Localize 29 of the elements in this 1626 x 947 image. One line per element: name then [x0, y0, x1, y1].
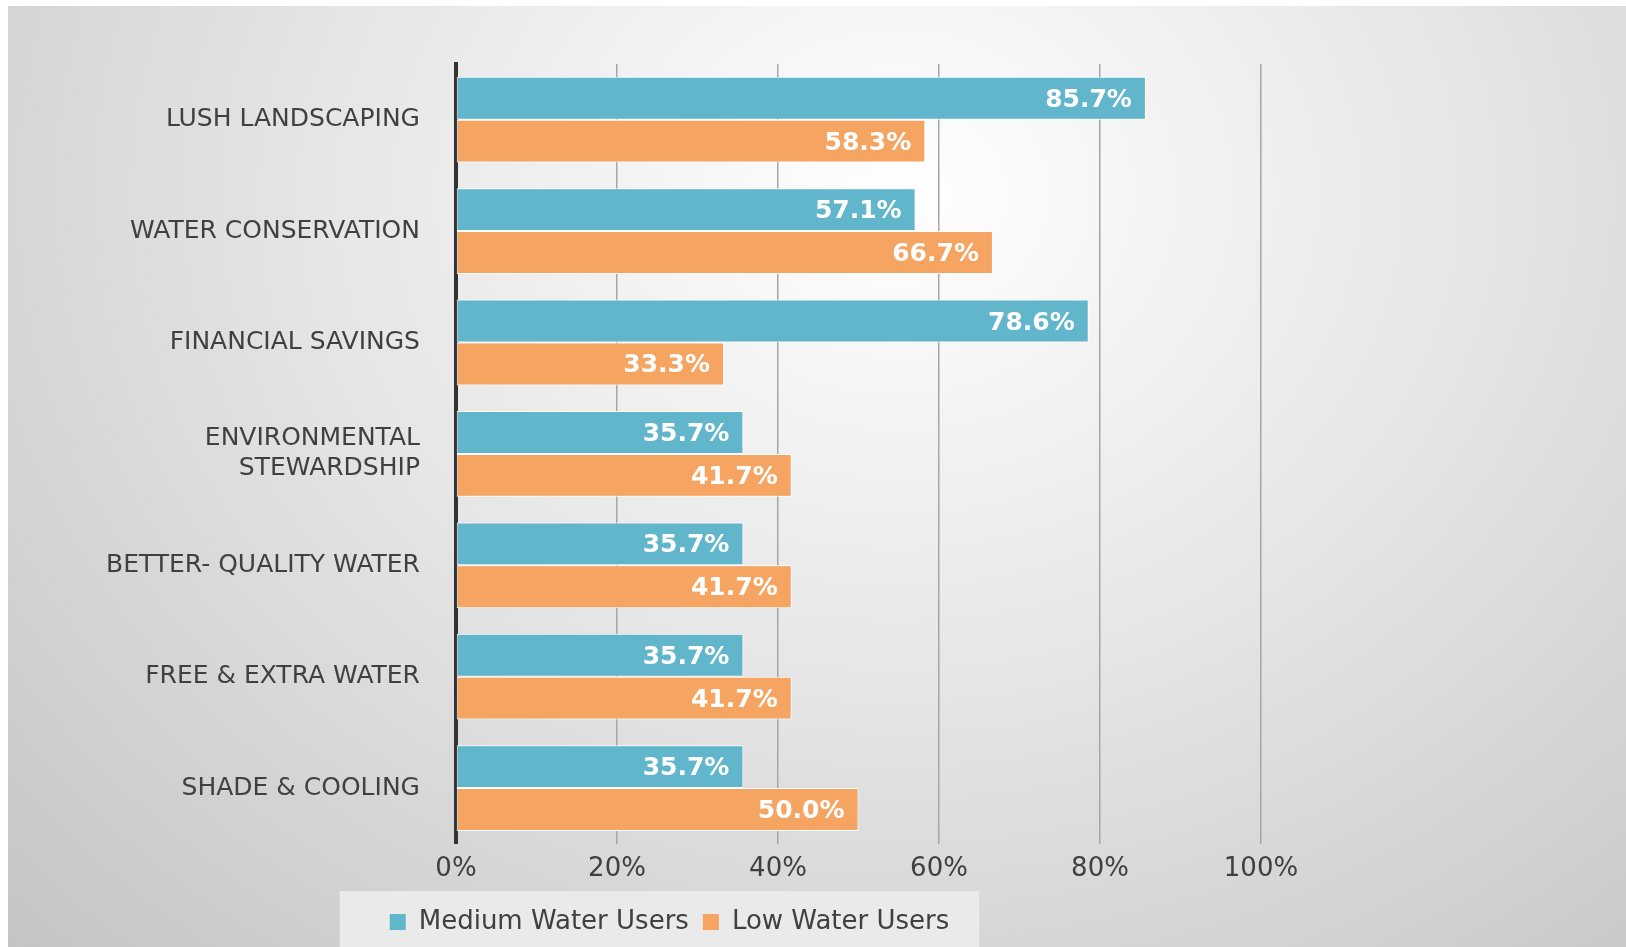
data-label: 41.7%	[690, 460, 778, 490]
legend-label: Medium Water Users	[418, 904, 689, 935]
data-label: 78.6%	[987, 306, 1075, 336]
y-tick-label: LUSH LANDSCAPING	[165, 103, 420, 133]
data-label: 35.7%	[642, 417, 730, 447]
data-label: 35.7%	[642, 529, 730, 559]
data-label: 66.7%	[892, 238, 979, 268]
legend-label: Low Water Users	[731, 904, 950, 935]
y-tick-label: WATER CONSERVATION	[129, 214, 420, 244]
data-label: 35.7%	[642, 640, 730, 670]
data-label: 57.1%	[814, 195, 902, 225]
data-label: 41.7%	[690, 683, 778, 713]
y-tick-label: BETTER- QUALITY WATER	[105, 548, 420, 578]
x-tick-label: 40%	[749, 852, 807, 883]
data-label: 33.3%	[623, 349, 711, 379]
x-tick-label: 20%	[588, 852, 646, 883]
x-tick-label: 0%	[435, 852, 477, 883]
data-label: 85.7%	[1045, 83, 1132, 113]
data-label: 35.7%	[642, 752, 730, 782]
y-tick-label: FINANCIAL SAVINGS	[169, 326, 420, 355]
x-tick-label: 80%	[1071, 852, 1129, 883]
data-label: 41.7%	[690, 572, 778, 602]
data-label: 50.0%	[757, 795, 845, 825]
data-label: 58.3%	[824, 126, 912, 156]
x-tick-label: 100%	[1223, 852, 1299, 883]
x-tick-label: 60%	[910, 852, 968, 883]
y-tick-label: ENVIRONMENTAL STEWARDSHIP	[204, 422, 421, 482]
y-tick-label: SHADE & COOLING	[181, 771, 420, 801]
y-tick-label: FREE & EXTRA WATER	[145, 660, 420, 690]
